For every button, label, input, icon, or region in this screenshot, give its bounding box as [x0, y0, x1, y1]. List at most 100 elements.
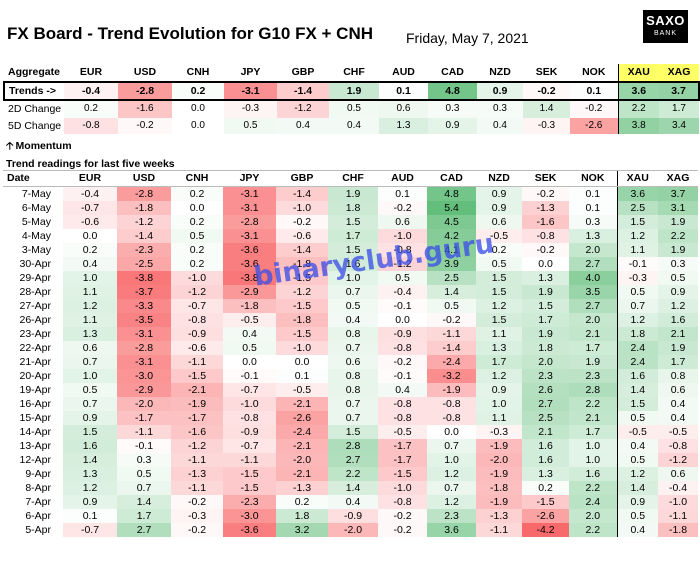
value-cell: 2.2: [617, 100, 659, 118]
value-cell: 0.5: [616, 285, 658, 299]
value-cell: 0.9: [63, 411, 117, 425]
value-cell: -1.7: [378, 439, 427, 453]
table-row: 6-Apr 0.1 1.7 -0.3 -3.0 1.8 -0.9 -0.2 2.3 -1.3 -2.…: [3, 509, 698, 523]
value-cell: 0.2: [276, 495, 328, 509]
value-cell: 1.3: [63, 327, 117, 341]
value-cell: -1.9: [476, 467, 522, 481]
value-cell: -1.5: [276, 327, 328, 341]
value-cell: 2.8: [569, 383, 617, 397]
value-cell: -0.1: [223, 369, 276, 383]
value-cell: -0.3: [224, 100, 277, 118]
value-cell: 0.4: [329, 117, 379, 134]
currency-header: XAU: [617, 64, 659, 82]
table-row: 20-Apr 1.0 -3.0 -1.5 -0.1 0.1 0.8 -0.1 -3.2 1.2 2.…: [3, 369, 698, 383]
currency-header: EUR: [63, 170, 117, 187]
value-cell: -2.5: [117, 257, 171, 271]
value-cell: 1.5: [616, 397, 658, 411]
value-cell: 0.9: [616, 495, 658, 509]
value-cell: 0.1: [63, 509, 117, 523]
currency-header: AUD: [378, 170, 427, 187]
value-cell: 3.6: [427, 523, 476, 537]
value-cell: 1.9: [329, 80, 379, 101]
value-cell: 0.7: [63, 397, 117, 411]
value-cell: -0.4: [378, 285, 427, 299]
value-cell: 0.7: [328, 411, 378, 425]
currency-header: CHF: [329, 64, 379, 82]
value-cell: 1.2: [616, 467, 658, 481]
value-cell: 0.2: [171, 186, 223, 201]
value-cell: -2.1: [276, 397, 328, 411]
currency-header: CHF: [328, 170, 378, 187]
value-cell: -1.5: [223, 481, 276, 495]
value-cell: -3.0: [223, 509, 276, 523]
currency-header: CNH: [172, 64, 224, 82]
date-cell: 6-May: [21, 202, 51, 214]
table-row: 19-Apr 0.5 -2.9 -2.1 -0.7 -0.5 0.8 0.4 -1.9 0.9 2.…: [3, 383, 698, 397]
value-cell: 0.9: [428, 117, 477, 134]
value-cell: 0.2: [476, 243, 522, 257]
value-cell: -3.1: [223, 186, 276, 201]
value-cell: -0.6: [171, 341, 223, 355]
value-cell: 1.3: [63, 467, 117, 481]
value-cell: 1.8: [522, 341, 569, 355]
value-cell: 3.1: [658, 201, 698, 215]
value-cell: -1.4: [277, 80, 329, 101]
value-cell: -2.4: [276, 425, 328, 439]
value-cell: 0.3: [117, 453, 171, 467]
value-cell: -0.7: [63, 201, 117, 215]
value-cell: 1.5: [328, 243, 378, 257]
value-cell: -0.8: [427, 411, 476, 425]
value-cell: 3.7: [659, 80, 700, 101]
value-cell: -3.8: [117, 271, 171, 285]
value-cell: 1.7: [659, 100, 699, 118]
value-cell: 1.6: [569, 467, 617, 481]
value-cell: -0.2: [427, 313, 476, 327]
value-cell: -0.7: [223, 439, 276, 453]
value-cell: 1.6: [328, 257, 378, 271]
value-cell: 2.1: [658, 327, 698, 341]
currency-header: EUR: [64, 64, 118, 82]
value-cell: -0.9: [328, 509, 378, 523]
value-cell: 0.4: [328, 495, 378, 509]
value-cell: -0.3: [171, 509, 223, 523]
date-cell: 8-Apr: [25, 482, 51, 494]
value-cell: -3.2: [427, 369, 476, 383]
value-cell: 1.3: [569, 229, 617, 243]
table-row: 3-May 0.2 -2.3 0.2 -3.6 -1.4 1.5 -0.8 4.1 0.2 -0.2…: [3, 243, 698, 257]
weekly-trend-table: Date EUR USD CNH JPY GBP CHF AUD CAD NZD SEK NOK XAU…: [3, 170, 698, 537]
value-cell: -0.8: [378, 397, 427, 411]
date-cell: 5-Apr: [25, 524, 51, 536]
value-cell: -1.0: [658, 495, 698, 509]
value-cell: -3.8: [223, 271, 276, 285]
value-cell: 0.0: [171, 201, 223, 215]
currency-header: GBP: [277, 64, 329, 82]
value-cell: -0.2: [171, 495, 223, 509]
value-cell: 1.6: [522, 453, 569, 467]
value-cell: 1.2: [427, 467, 476, 481]
value-cell: -1.0: [171, 271, 223, 285]
value-cell: 1.1: [63, 313, 117, 327]
value-cell: -0.4: [63, 186, 117, 201]
report-date: Friday, May 7, 2021: [406, 30, 529, 46]
value-cell: -1.5: [223, 467, 276, 481]
value-cell: 3.4: [659, 117, 699, 134]
value-cell: -0.2: [171, 523, 223, 537]
value-cell: -0.2: [522, 243, 569, 257]
value-cell: 1.6: [522, 439, 569, 453]
value-cell: -1.3: [276, 481, 328, 495]
value-cell: -0.2: [570, 100, 618, 118]
value-cell: 1.2: [616, 229, 658, 243]
value-cell: 2.5: [616, 201, 658, 215]
value-cell: 0.1: [569, 201, 617, 215]
up-arrow-icon: 🡡: [6, 140, 14, 152]
table-row: 15-Apr 0.9 -1.7 -1.7 -0.8 -2.6 0.7 -0.8 -0.8 1.1 2…: [3, 411, 698, 425]
currency-header: XAG: [658, 170, 698, 187]
value-cell: -0.8: [378, 341, 427, 355]
value-cell: 3.8: [617, 117, 659, 134]
value-cell: 0.4: [223, 327, 276, 341]
value-cell: 0.7: [427, 439, 476, 453]
value-cell: -0.6: [276, 229, 328, 243]
value-cell: -0.1: [616, 257, 658, 271]
value-cell: 1.3: [476, 341, 522, 355]
value-cell: -1.8: [476, 481, 522, 495]
